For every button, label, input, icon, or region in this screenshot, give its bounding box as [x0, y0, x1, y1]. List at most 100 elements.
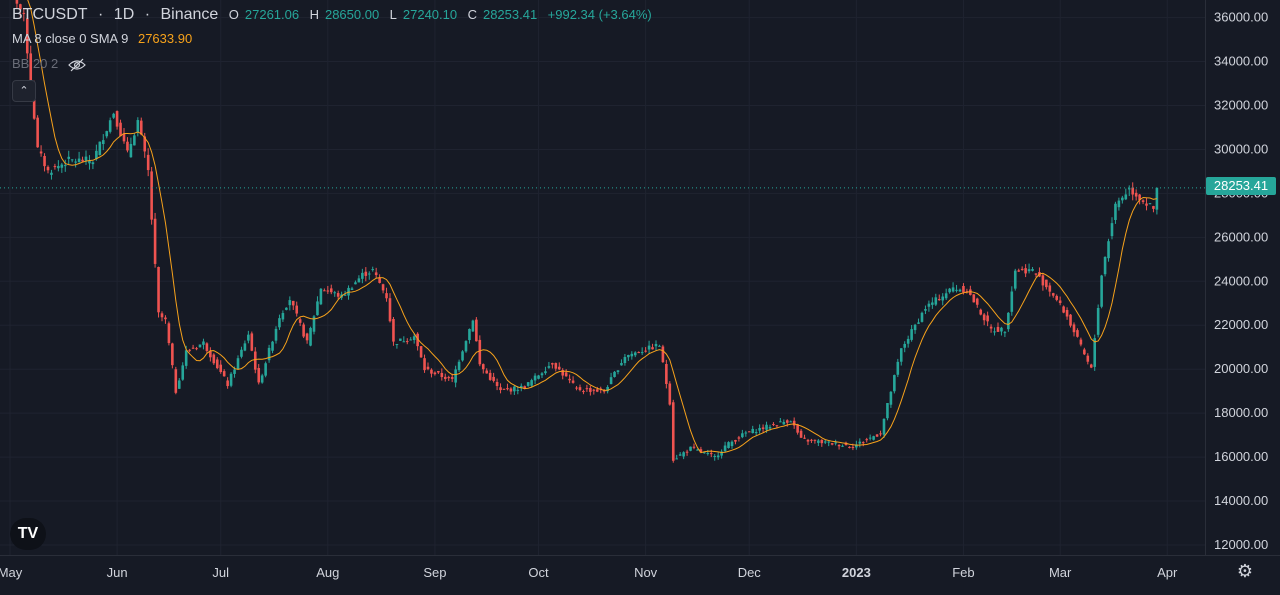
candle — [1086, 353, 1090, 365]
candle — [1000, 326, 1003, 336]
candle — [122, 128, 126, 144]
candle — [215, 357, 219, 370]
candle — [533, 373, 537, 385]
candle — [1107, 238, 1110, 262]
candle — [827, 441, 831, 447]
dot-separator: · — [144, 6, 151, 23]
candle — [264, 361, 267, 378]
candle — [782, 419, 786, 425]
candle — [678, 452, 682, 456]
candle — [1007, 312, 1010, 332]
candle — [754, 428, 758, 436]
tradingview-logo-icon[interactable]: TV — [10, 518, 46, 550]
candle — [872, 435, 875, 441]
legend-ma[interactable]: MA 8 close 0 SMA 9 27633.90 — [12, 31, 198, 46]
candle — [1141, 199, 1145, 205]
open-label: O — [228, 7, 239, 22]
candle — [1127, 185, 1131, 197]
candle — [1145, 197, 1148, 211]
candle — [253, 347, 257, 374]
candle — [309, 326, 312, 347]
candle — [146, 148, 150, 177]
candle — [557, 362, 561, 371]
candle — [616, 370, 620, 375]
candle — [1034, 273, 1038, 278]
candle — [77, 151, 81, 163]
candle — [440, 368, 444, 381]
candle — [481, 363, 485, 374]
candle — [153, 212, 157, 268]
candle — [640, 347, 644, 356]
candle — [139, 117, 143, 136]
candle — [879, 430, 882, 437]
candle — [222, 369, 226, 377]
candle — [554, 362, 558, 372]
candle — [671, 399, 675, 463]
candle — [108, 117, 112, 134]
candle — [813, 439, 817, 444]
candle — [713, 454, 717, 461]
candle — [654, 340, 658, 351]
candle — [367, 271, 371, 280]
candle — [164, 315, 167, 324]
candle — [1148, 203, 1152, 205]
candle — [526, 382, 530, 387]
candle — [633, 351, 637, 358]
candle — [378, 274, 381, 284]
candle — [412, 333, 416, 344]
candle — [886, 402, 889, 421]
ma-line — [27, 0, 1157, 454]
candle — [727, 441, 730, 449]
candle — [955, 284, 958, 293]
candle — [637, 351, 641, 354]
candle — [247, 330, 250, 344]
candle — [357, 275, 361, 283]
candle — [1089, 363, 1093, 369]
candle — [323, 288, 326, 292]
candle — [160, 311, 164, 322]
candle — [1110, 217, 1114, 240]
open-value: 27261.06 — [244, 7, 300, 22]
price-axis-panel[interactable] — [1206, 0, 1280, 556]
ma-label: MA 8 close 0 SMA 9 — [12, 31, 129, 46]
grid — [0, 0, 1206, 556]
candle — [329, 284, 333, 295]
gear-icon[interactable]: ⚙ — [1236, 561, 1254, 581]
candle — [98, 141, 102, 156]
candle — [1017, 268, 1021, 272]
x-tick-label: Oct — [528, 565, 549, 580]
eye-hidden-icon[interactable] — [68, 56, 86, 71]
candle — [1083, 347, 1086, 356]
candle — [219, 360, 223, 374]
candle — [810, 438, 813, 443]
collapse-legend-button[interactable]: ⌃ — [12, 80, 36, 102]
candle — [1027, 263, 1031, 274]
time-axis-panel[interactable] — [0, 556, 1206, 595]
candle — [861, 441, 865, 447]
candle — [60, 162, 64, 173]
candle — [19, 3, 22, 18]
symbol-label[interactable]: BTCUSDT — [12, 6, 88, 23]
candle — [84, 150, 88, 165]
candle — [951, 282, 955, 293]
candle — [119, 119, 122, 137]
candle — [513, 385, 516, 395]
candle — [101, 134, 105, 151]
candle — [291, 300, 295, 310]
interval-label[interactable]: 1D — [113, 6, 135, 23]
candle — [464, 340, 468, 353]
candle — [620, 359, 623, 366]
candle — [920, 311, 924, 323]
legend-bb[interactable]: BB 20 2 — [12, 56, 92, 72]
candle — [595, 386, 599, 393]
candle — [651, 343, 654, 350]
candle — [171, 342, 174, 369]
candle — [772, 422, 775, 427]
candle — [1124, 188, 1128, 201]
candle — [433, 371, 437, 376]
candle — [931, 297, 934, 309]
candle — [229, 372, 233, 388]
close-value: 28253.41 — [482, 7, 538, 22]
candle — [689, 446, 692, 452]
